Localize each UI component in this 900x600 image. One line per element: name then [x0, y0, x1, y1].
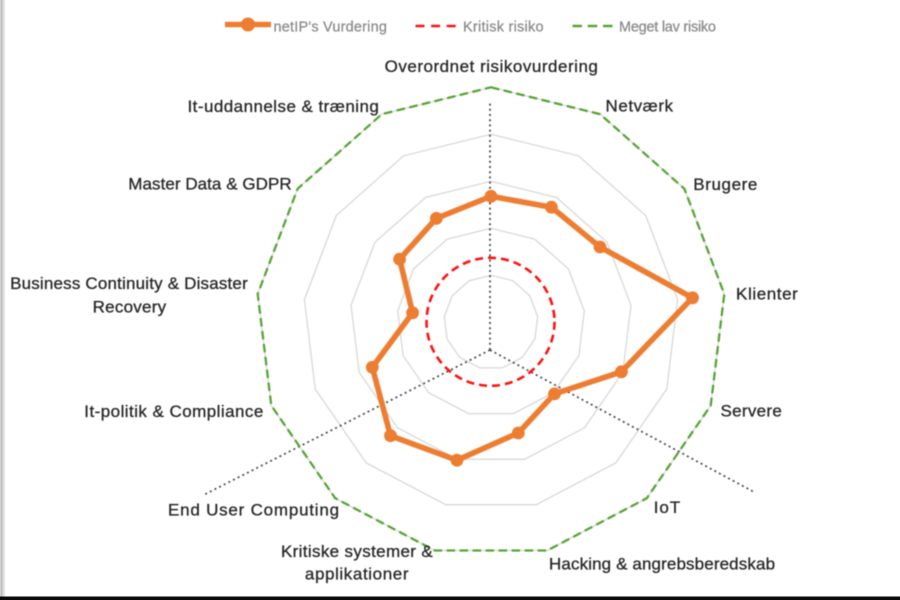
svg-text:End User Computing: End User Computing — [168, 501, 340, 520]
svg-text:IoT: IoT — [654, 498, 681, 517]
svg-text:Netværk: Netværk — [606, 97, 674, 116]
svg-text:Meget lav risiko: Meget lav risiko — [619, 20, 716, 36]
svg-text:applikationer: applikationer — [305, 565, 409, 584]
svg-text:Kritiske systemer &: Kritiske systemer & — [281, 542, 433, 561]
svg-text:It-politik & Compliance: It-politik & Compliance — [84, 402, 263, 421]
svg-text:netIP's Vurdering: netIP's Vurdering — [274, 20, 388, 36]
svg-text:It-uddannelse & træning: It-uddannelse & træning — [188, 97, 380, 116]
svg-text:Klienter: Klienter — [736, 285, 798, 304]
svg-text:Hacking & angrebsberedskab: Hacking & angrebsberedskab — [549, 555, 775, 574]
svg-text:Brugere: Brugere — [693, 175, 758, 194]
svg-text:Recovery: Recovery — [93, 298, 167, 317]
svg-text:Business Continuity & Disaster: Business Continuity & Disaster — [10, 274, 248, 293]
svg-text:Master Data & GDPR: Master Data & GDPR — [128, 175, 291, 194]
svg-text:Overordnet risikovurdering: Overordnet risikovurdering — [385, 57, 599, 76]
svg-text:Servere: Servere — [721, 402, 783, 421]
svg-text:Kritisk risiko: Kritisk risiko — [463, 20, 544, 36]
